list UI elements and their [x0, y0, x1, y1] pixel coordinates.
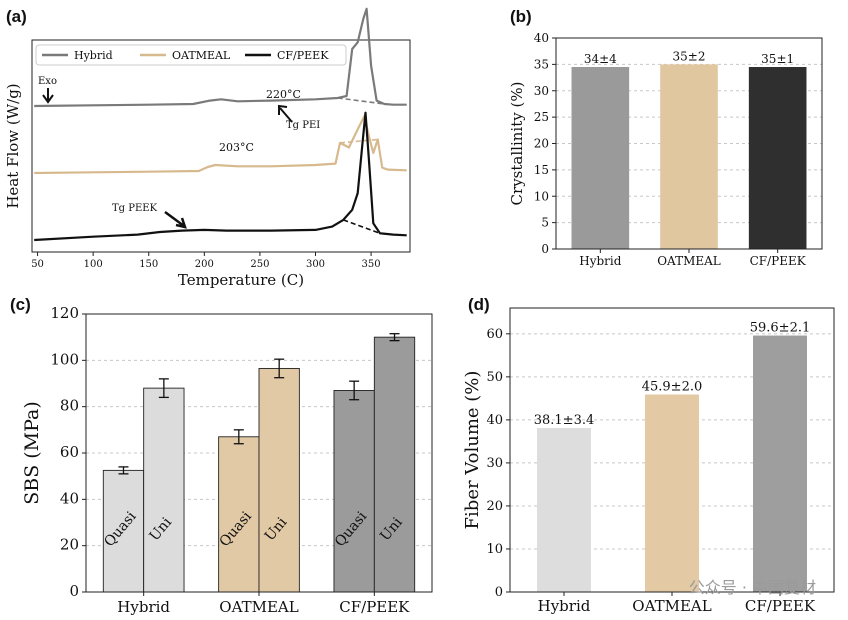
value-label: 35±2 — [673, 49, 706, 63]
bar — [373, 336, 416, 593]
y-tick-label: 15 — [534, 163, 549, 177]
arrow-exo — [42, 88, 54, 104]
plot-frame — [509, 307, 835, 593]
x-axis-label: Temperature (C) — [178, 271, 304, 289]
panel-b-chart: (b) 0 5 10 15 20 25 30 35 40 Crystallinity (%) Hyb… — [508, 7, 823, 268]
x-tick-label: 150 — [139, 259, 158, 270]
y-tick-label: 60 — [486, 327, 503, 342]
bar — [537, 428, 591, 592]
plot-frame — [31, 39, 411, 253]
x-tick-label: 250 — [250, 259, 269, 270]
category-label: OATMEAL — [632, 597, 711, 615]
y-tick-label: 0 — [495, 585, 503, 600]
x-tick-label: 350 — [362, 259, 381, 270]
y-tick-label: 30 — [534, 84, 549, 98]
y-tick-label: 20 — [486, 499, 503, 514]
legend-box — [35, 44, 347, 66]
y-tick-label: 20 — [60, 536, 79, 554]
category-label: OATMEAL — [657, 254, 721, 268]
panel-c-label: (c) — [10, 295, 31, 314]
y-axis-label: SBS (MPa) — [21, 401, 43, 505]
y-tick-label: 20 — [534, 137, 549, 151]
legend-label: Hybrid — [74, 49, 113, 62]
bar — [218, 436, 260, 593]
y-axis-label: Heat Flow (W/g) — [4, 83, 22, 208]
panel-a-label: (a) — [6, 7, 27, 26]
bar — [660, 64, 718, 249]
y-tick-label: 0 — [541, 242, 549, 256]
value-label: 35±1 — [761, 52, 794, 66]
panel-b-label: (b) — [510, 7, 532, 26]
annotation-tg-pei: Tg PEI — [286, 120, 320, 131]
bar — [258, 367, 300, 593]
panel-a-chart: (a) 50 100 150 200 250 300 350 Temperature (C) H… — [4, 7, 411, 289]
y-tick-label: 10 — [534, 189, 549, 203]
baseline-dashed — [343, 219, 381, 235]
bar — [753, 335, 807, 592]
y-tick-label: 80 — [60, 397, 79, 415]
panel-d-label: (d) — [468, 295, 490, 314]
y-tick-label: 25 — [534, 110, 549, 124]
annotation-220c: 220°C — [266, 88, 301, 101]
y-tick-label: 50 — [486, 370, 503, 385]
category-label: Hybrid — [579, 254, 622, 268]
series-line-cfpeek — [34, 111, 407, 242]
y-tick-label: 35 — [534, 57, 549, 71]
bar — [645, 394, 699, 592]
category-label: Hybrid — [538, 597, 591, 615]
annotation-203c: 203°C — [219, 141, 254, 154]
category-label: OATMEAL — [219, 598, 298, 616]
baseline-dashed — [339, 138, 378, 144]
category-label: Hybrid — [117, 598, 170, 616]
y-tick-label: 5 — [541, 216, 549, 230]
value-label: 38.1±3.4 — [534, 413, 595, 428]
x-tick-label: 300 — [306, 259, 325, 270]
annotation-tg-peek: Tg PEEK — [112, 203, 158, 214]
arrow-tg-peek — [164, 210, 187, 229]
y-tick-label: 60 — [60, 443, 79, 461]
y-tick-label: 30 — [486, 456, 503, 471]
y-tick-label: 100 — [50, 350, 79, 368]
plot-frame — [85, 313, 433, 593]
y-axis-label: Fiber Volume (%) — [462, 371, 483, 530]
value-label: 59.6±2.1 — [750, 321, 811, 336]
x-tick-label: 50 — [31, 259, 44, 270]
arrow-tg-pei — [278, 104, 293, 123]
bar — [748, 67, 807, 249]
legend-label: OATMEAL — [172, 49, 231, 62]
plot-frame — [555, 37, 823, 250]
bar — [143, 387, 185, 593]
y-tick-label: 40 — [486, 413, 503, 428]
watermark: 公众号 · 中国复材 — [688, 578, 816, 597]
series-line-oatmeal — [34, 114, 407, 175]
bar — [571, 67, 630, 249]
category-label: CF/PEEK — [745, 597, 816, 615]
category-label: CF/PEEK — [339, 598, 410, 616]
bar — [102, 469, 145, 593]
y-axis-label: Crystallinity (%) — [508, 82, 526, 206]
panel-d-chart: (d) 0 10 20 30 40 50 60 Fiber Volume (%) Hybrid 3… — [462, 295, 835, 615]
x-tick-label: 200 — [195, 259, 214, 270]
x-tick-label: 100 — [84, 259, 103, 270]
legend-label: CF/PEEK — [277, 49, 329, 62]
y-tick-label: 40 — [60, 489, 79, 507]
value-label: 45.9±2.0 — [642, 379, 703, 394]
legend: Hybrid OATMEAL CF/PEEK — [35, 44, 347, 66]
category-label: CF/PEEK — [750, 254, 807, 268]
y-tick-label: 40 — [534, 31, 549, 45]
y-tick-label: 10 — [486, 542, 503, 557]
y-tick-label: 120 — [50, 304, 79, 322]
series-line-hybrid — [34, 7, 407, 108]
annotation-exo: Exo — [38, 76, 57, 87]
y-tick-label: 0 — [69, 582, 79, 600]
bar — [333, 389, 375, 593]
value-label: 34±4 — [584, 52, 617, 66]
